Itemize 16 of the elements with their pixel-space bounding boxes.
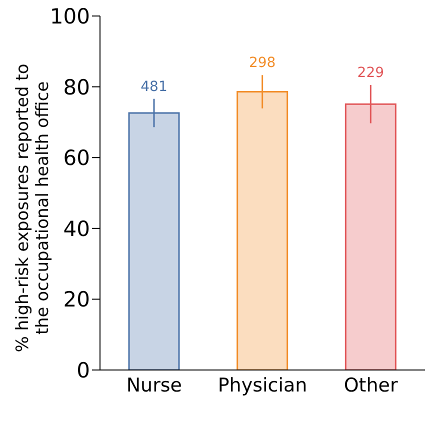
annotation: 481 (140, 78, 168, 95)
x-tick-label: Physician (218, 374, 308, 396)
bar (128, 112, 180, 370)
y-tick-label: 40 (63, 216, 90, 241)
y-tick-label: 0 (76, 358, 90, 382)
annotation: 298 (248, 55, 276, 72)
x-tick-label: Nurse (126, 374, 182, 396)
x-tick-label: Other (344, 374, 398, 396)
y-tick-label: 20 (63, 288, 90, 312)
y-tick-label: 100 (50, 4, 90, 28)
bar (236, 91, 288, 370)
y-axis-title: % high-risk exposures reported to the occupational health office (13, 64, 53, 352)
annotation: 229 (357, 65, 384, 82)
bar (344, 103, 396, 370)
y-tick-label: 80 (63, 75, 90, 100)
y-tick-label: 60 (63, 146, 90, 170)
